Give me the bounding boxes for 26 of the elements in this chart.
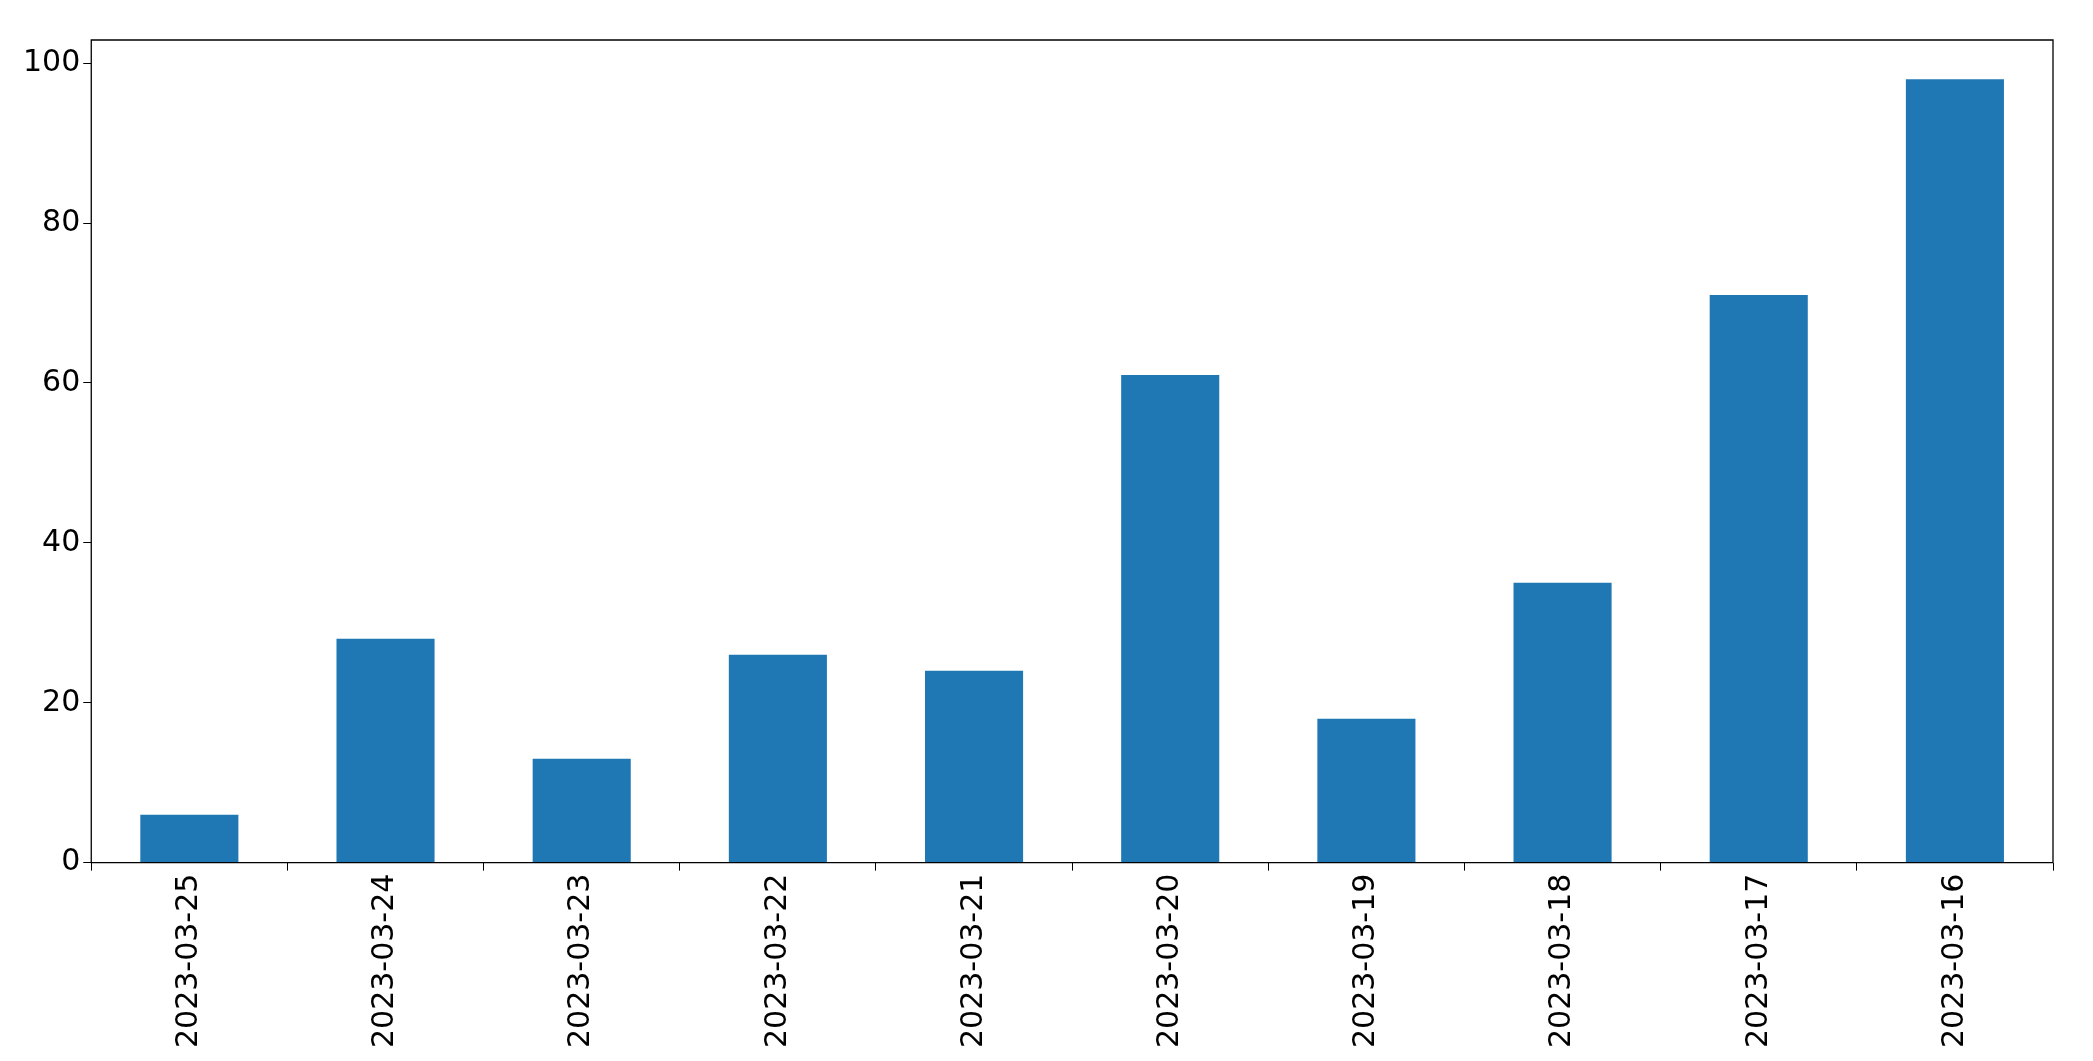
x-tick-label: 2023-03-16 <box>1934 873 1970 1049</box>
y-tick-label: 60 <box>42 362 81 398</box>
bar <box>336 638 435 863</box>
y-tick-label: 40 <box>42 522 81 558</box>
bar <box>925 670 1024 863</box>
bar <box>532 758 631 863</box>
x-tick-label: 2023-03-23 <box>561 873 597 1049</box>
x-tick-label: 2023-03-21 <box>953 873 989 1049</box>
x-tick-label: 2023-03-18 <box>1542 873 1578 1049</box>
y-tick-label: 20 <box>42 682 81 718</box>
x-tick-label: 2023-03-22 <box>757 873 793 1049</box>
y-tick-label: 100 <box>23 42 81 78</box>
y-tick-label: 0 <box>61 842 81 878</box>
x-tick-label: 2023-03-17 <box>1738 873 1774 1049</box>
x-tick-label: 2023-03-25 <box>169 873 205 1049</box>
x-tick-label: 2023-03-19 <box>1346 873 1382 1049</box>
bar <box>1317 718 1416 863</box>
bar <box>1905 79 2004 863</box>
x-tick-label: 2023-03-20 <box>1150 873 1186 1049</box>
bar <box>140 814 239 863</box>
bar <box>1513 582 1612 863</box>
bar <box>728 654 827 863</box>
bar <box>1709 295 1808 863</box>
bar <box>1121 374 1220 863</box>
x-tick-label: 2023-03-24 <box>365 873 401 1049</box>
y-tick-label: 80 <box>42 202 81 238</box>
